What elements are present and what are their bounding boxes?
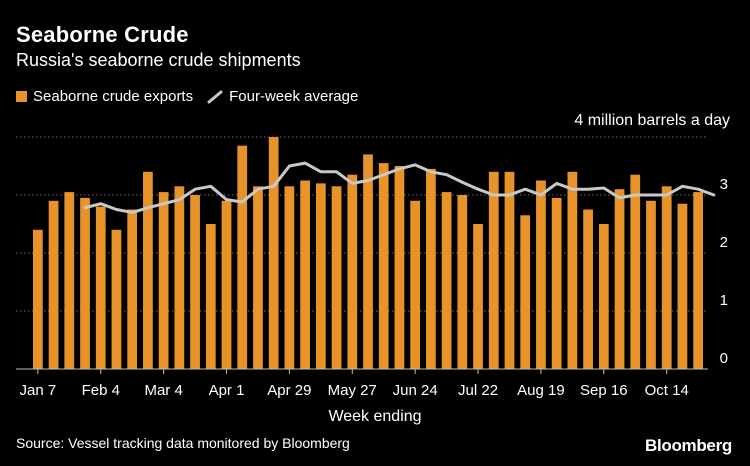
y-tick-label: 2	[720, 234, 728, 251]
legend-item-average: Four-week average	[193, 88, 358, 105]
four-week-average-line	[83, 161, 716, 214]
bloomberg-logo: Bloomberg	[644, 436, 732, 455]
legend-label-exports: Seaborne crude exports	[33, 88, 194, 105]
bar	[158, 192, 169, 369]
bar	[504, 171, 515, 369]
bar	[473, 224, 483, 369]
x-tick-label: Jul 22	[458, 382, 498, 399]
bar	[300, 180, 310, 369]
x-tick-label: Feb 4	[82, 382, 120, 399]
bar	[410, 200, 421, 369]
legend-line-swatch	[207, 90, 223, 103]
chart-title: Seaborne Crude	[16, 22, 189, 47]
bar	[347, 174, 358, 369]
x-tick-label: May 27	[328, 382, 377, 399]
x-tick-label: Jun 24	[393, 382, 438, 399]
x-tick-label: Mar 4	[144, 382, 182, 399]
x-tick-label: Jan 7	[20, 382, 57, 399]
bar	[127, 209, 138, 369]
bar	[426, 168, 436, 369]
bar	[646, 200, 656, 369]
bar	[190, 195, 200, 369]
bar	[614, 189, 625, 369]
bar	[32, 229, 43, 369]
x-tick-label: Oct 14	[645, 382, 689, 399]
bar	[221, 200, 232, 369]
bar	[205, 224, 216, 369]
bar	[567, 171, 578, 369]
source-note: Source: Vessel tracking data monitored b…	[16, 435, 350, 451]
bar	[331, 186, 342, 369]
bar	[457, 195, 468, 369]
legend-label-average: Four-week average	[229, 88, 359, 105]
bar	[630, 174, 641, 369]
bar	[111, 229, 122, 369]
y-axis-unit-label: 4 million barrels a day	[574, 112, 730, 129]
bar	[48, 200, 59, 369]
bar	[174, 186, 185, 369]
x-tick-label: Apr 29	[267, 382, 311, 399]
x-axis-title: Week ending	[328, 408, 421, 425]
bar	[520, 215, 531, 369]
bar	[583, 209, 593, 369]
bar	[598, 224, 609, 369]
legend-bar-swatch	[16, 91, 27, 102]
bar	[536, 180, 546, 369]
bar	[693, 192, 704, 369]
bar	[378, 163, 389, 369]
x-tick-label: Sep 16	[580, 382, 628, 399]
legend-item-exports: Seaborne crude exports	[16, 88, 193, 105]
bar	[677, 203, 688, 369]
bar	[394, 166, 405, 369]
bar	[95, 206, 106, 369]
bar	[551, 197, 562, 369]
bar	[253, 186, 263, 369]
bar	[80, 197, 90, 369]
bar	[237, 145, 248, 369]
bar	[64, 192, 75, 369]
bar	[284, 186, 295, 369]
x-tick-label: Aug 19	[517, 382, 565, 399]
bar	[661, 186, 672, 369]
bar	[315, 183, 326, 369]
chart-subtitle: Russia's seaborne crude shipments	[16, 50, 301, 70]
bar	[268, 137, 279, 369]
bar	[143, 171, 153, 369]
y-tick-label: 0	[720, 350, 728, 367]
y-tick-label: 3	[720, 176, 728, 193]
bar	[441, 192, 452, 369]
y-tick-label: 1	[720, 292, 728, 309]
legend: Seaborne crude exports Four-week average	[16, 88, 358, 105]
bar	[488, 171, 499, 369]
x-tick-label: Apr 1	[209, 382, 245, 399]
bar	[363, 154, 373, 369]
